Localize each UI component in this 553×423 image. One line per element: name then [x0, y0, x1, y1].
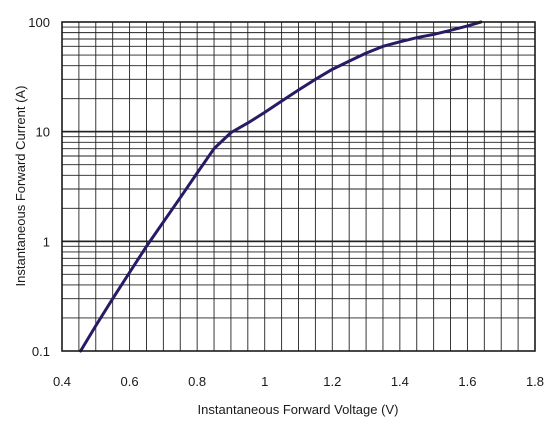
- x-tick-label: 1: [261, 374, 268, 389]
- y-axis-label: Instantaneous Forward Current (A): [13, 86, 28, 287]
- x-tick-label: 0.6: [121, 374, 139, 389]
- y-tick-label: 100: [28, 15, 50, 30]
- x-tick-label: 0.8: [188, 374, 206, 389]
- forward-current-curve: [79, 20, 483, 353]
- x-axis-label: Instantaneous Forward Voltage (V): [198, 402, 399, 417]
- x-tick-label: 1.2: [323, 374, 341, 389]
- y-tick-label: 10: [36, 125, 50, 140]
- x-tick-label: 1.6: [458, 374, 476, 389]
- y-tick-label: 0.1: [32, 344, 50, 359]
- y-axis-tick-labels: 0.1 1 10 100: [28, 15, 50, 359]
- x-tick-label: 1.4: [391, 374, 409, 389]
- x-axis-tick-labels: 0.4 0.6 0.8 1 1.2 1.4 1.6 1.8: [53, 374, 544, 389]
- grid: [62, 22, 535, 351]
- plot-frame: [61, 21, 536, 352]
- y-tick-label: 1: [43, 234, 50, 249]
- x-tick-label: 0.4: [53, 374, 71, 389]
- x-tick-label: 1.8: [526, 374, 544, 389]
